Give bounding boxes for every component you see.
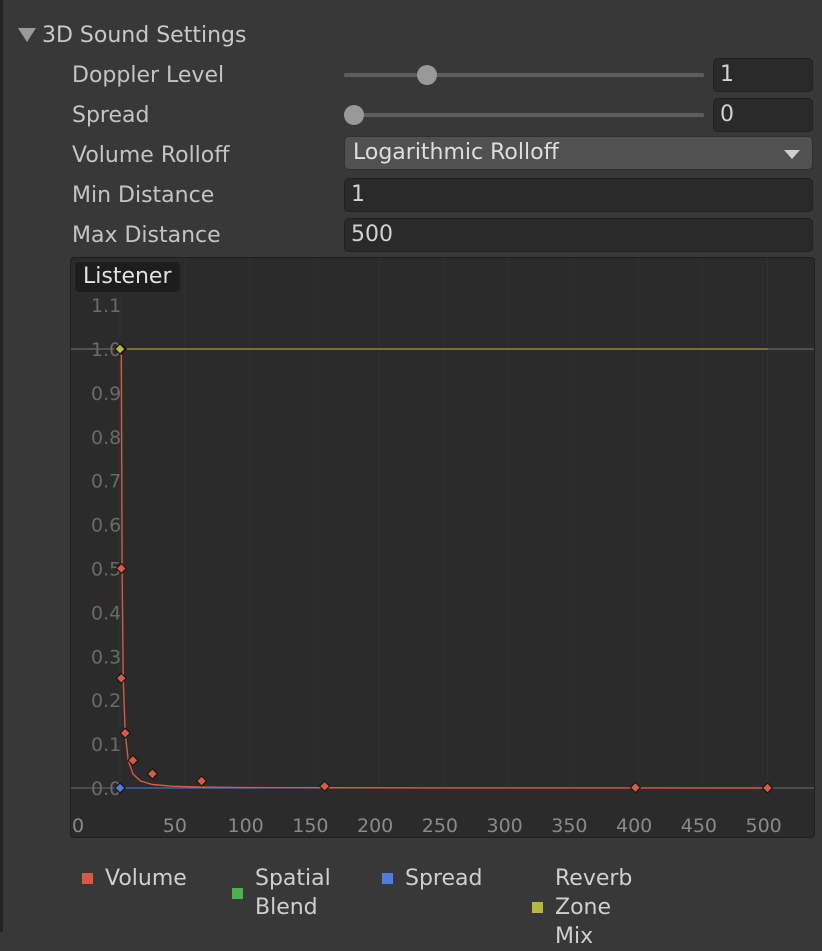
y-tick-label: 0.2 [91, 690, 121, 712]
legend-volume-label: Volume [105, 866, 187, 891]
slider-thumb[interactable] [344, 105, 364, 125]
foldout-expanded-icon[interactable] [18, 28, 36, 42]
rolloff-curve-graph[interactable]: 1.1 1.0 0.9 0.8 0.7 0.6 0.5 0.4 0.3 0.2 0.1 0.0 0 50 1… [70, 257, 815, 838]
sound-settings-foldout[interactable]: 3D Sound Settings [18, 20, 246, 50]
volume-key [127, 754, 139, 767]
y-tick-label: 0.7 [91, 471, 121, 493]
y-tick-label: 1.0 [91, 339, 121, 361]
doppler-level-slider[interactable] [344, 58, 704, 92]
x-tick-label: 50 [163, 815, 187, 837]
x-tick-label: 150 [292, 815, 328, 837]
y-tick-label: 1.1 [91, 295, 121, 317]
volume-rolloff-label: Volume Rolloff [72, 142, 230, 168]
y-tick-label: 0.3 [91, 646, 121, 668]
doppler-level-label: Doppler Level [72, 62, 225, 88]
legend-reverb-zone-mix[interactable]: Reverb Zone Mix [532, 864, 641, 951]
chevron-down-icon [784, 150, 800, 159]
x-tick-label: 250 [422, 815, 458, 837]
slider-thumb[interactable] [417, 65, 438, 85]
x-tick-label: 500 [746, 815, 782, 837]
volume-curve [120, 348, 768, 789]
curve-plot[interactable]: 1.1 1.0 0.9 0.8 0.7 0.6 0.5 0.4 0.3 0.2 0.1 0.0 0 50 1… [71, 258, 814, 837]
legend-spread-label: Spread [405, 866, 483, 891]
y-tick-label: 0.5 [91, 559, 121, 581]
x-tick-label: 350 [551, 815, 587, 837]
spread-color-swatch [382, 873, 393, 884]
volume-key [195, 775, 208, 787]
x-tick-label: 200 [357, 815, 393, 837]
legend-spatial-blend[interactable]: Spatial Blend [232, 864, 341, 922]
y-tick-label: 0.6 [91, 515, 121, 537]
y-tick-label: 0.4 [91, 602, 121, 624]
doppler-level-input[interactable]: 1 [713, 58, 813, 92]
max-distance-label: Max Distance [72, 222, 221, 248]
y-tick-label: 0.0 [91, 778, 121, 800]
reverb-zone-mix-key [114, 343, 126, 355]
section-title: 3D Sound Settings [42, 22, 247, 48]
listener-label: Listener [75, 262, 180, 292]
legend-volume[interactable]: Volume [82, 864, 187, 893]
spread-label: Spread [72, 102, 150, 128]
volume-key [115, 672, 128, 684]
volume-key [761, 782, 774, 794]
legend-reverb-zone-mix-label: Reverb Zone Mix [555, 866, 633, 949]
volume-key [115, 562, 128, 575]
y-tick-label: 0.1 [91, 734, 121, 756]
max-distance-input[interactable]: 500 [344, 218, 813, 252]
spread-key [114, 782, 126, 794]
volume-key [146, 768, 159, 780]
x-tick-label: 300 [487, 815, 523, 837]
volume-key [119, 727, 131, 739]
legend-spread[interactable]: Spread [382, 864, 482, 893]
volume-rolloff-value: Logarithmic Rolloff [353, 140, 559, 165]
legend-spatial-blend-label: Spatial Blend [255, 866, 331, 920]
x-tick-label: 0 [72, 815, 84, 837]
inspector-left-border [0, 0, 3, 932]
volume-key [318, 780, 331, 792]
volume-color-swatch [82, 873, 93, 884]
spatial-blend-color-swatch [232, 887, 243, 899]
x-tick-label: 450 [681, 815, 717, 837]
x-tick-label: 400 [616, 815, 652, 837]
y-tick-label: 0.9 [91, 383, 121, 405]
y-tick-label: 0.8 [91, 427, 121, 449]
slider-track[interactable] [344, 113, 704, 117]
x-tick-label: 100 [228, 815, 264, 837]
spread-slider[interactable] [344, 98, 704, 132]
volume-key [629, 781, 642, 794]
min-distance-input[interactable]: 1 [344, 178, 813, 212]
spread-input[interactable]: 0 [713, 98, 813, 132]
slider-track[interactable] [344, 73, 704, 77]
reverb-zone-mix-color-swatch [532, 902, 543, 913]
volume-rolloff-dropdown[interactable]: Logarithmic Rolloff [344, 136, 813, 170]
min-distance-label: Min Distance [72, 182, 215, 208]
